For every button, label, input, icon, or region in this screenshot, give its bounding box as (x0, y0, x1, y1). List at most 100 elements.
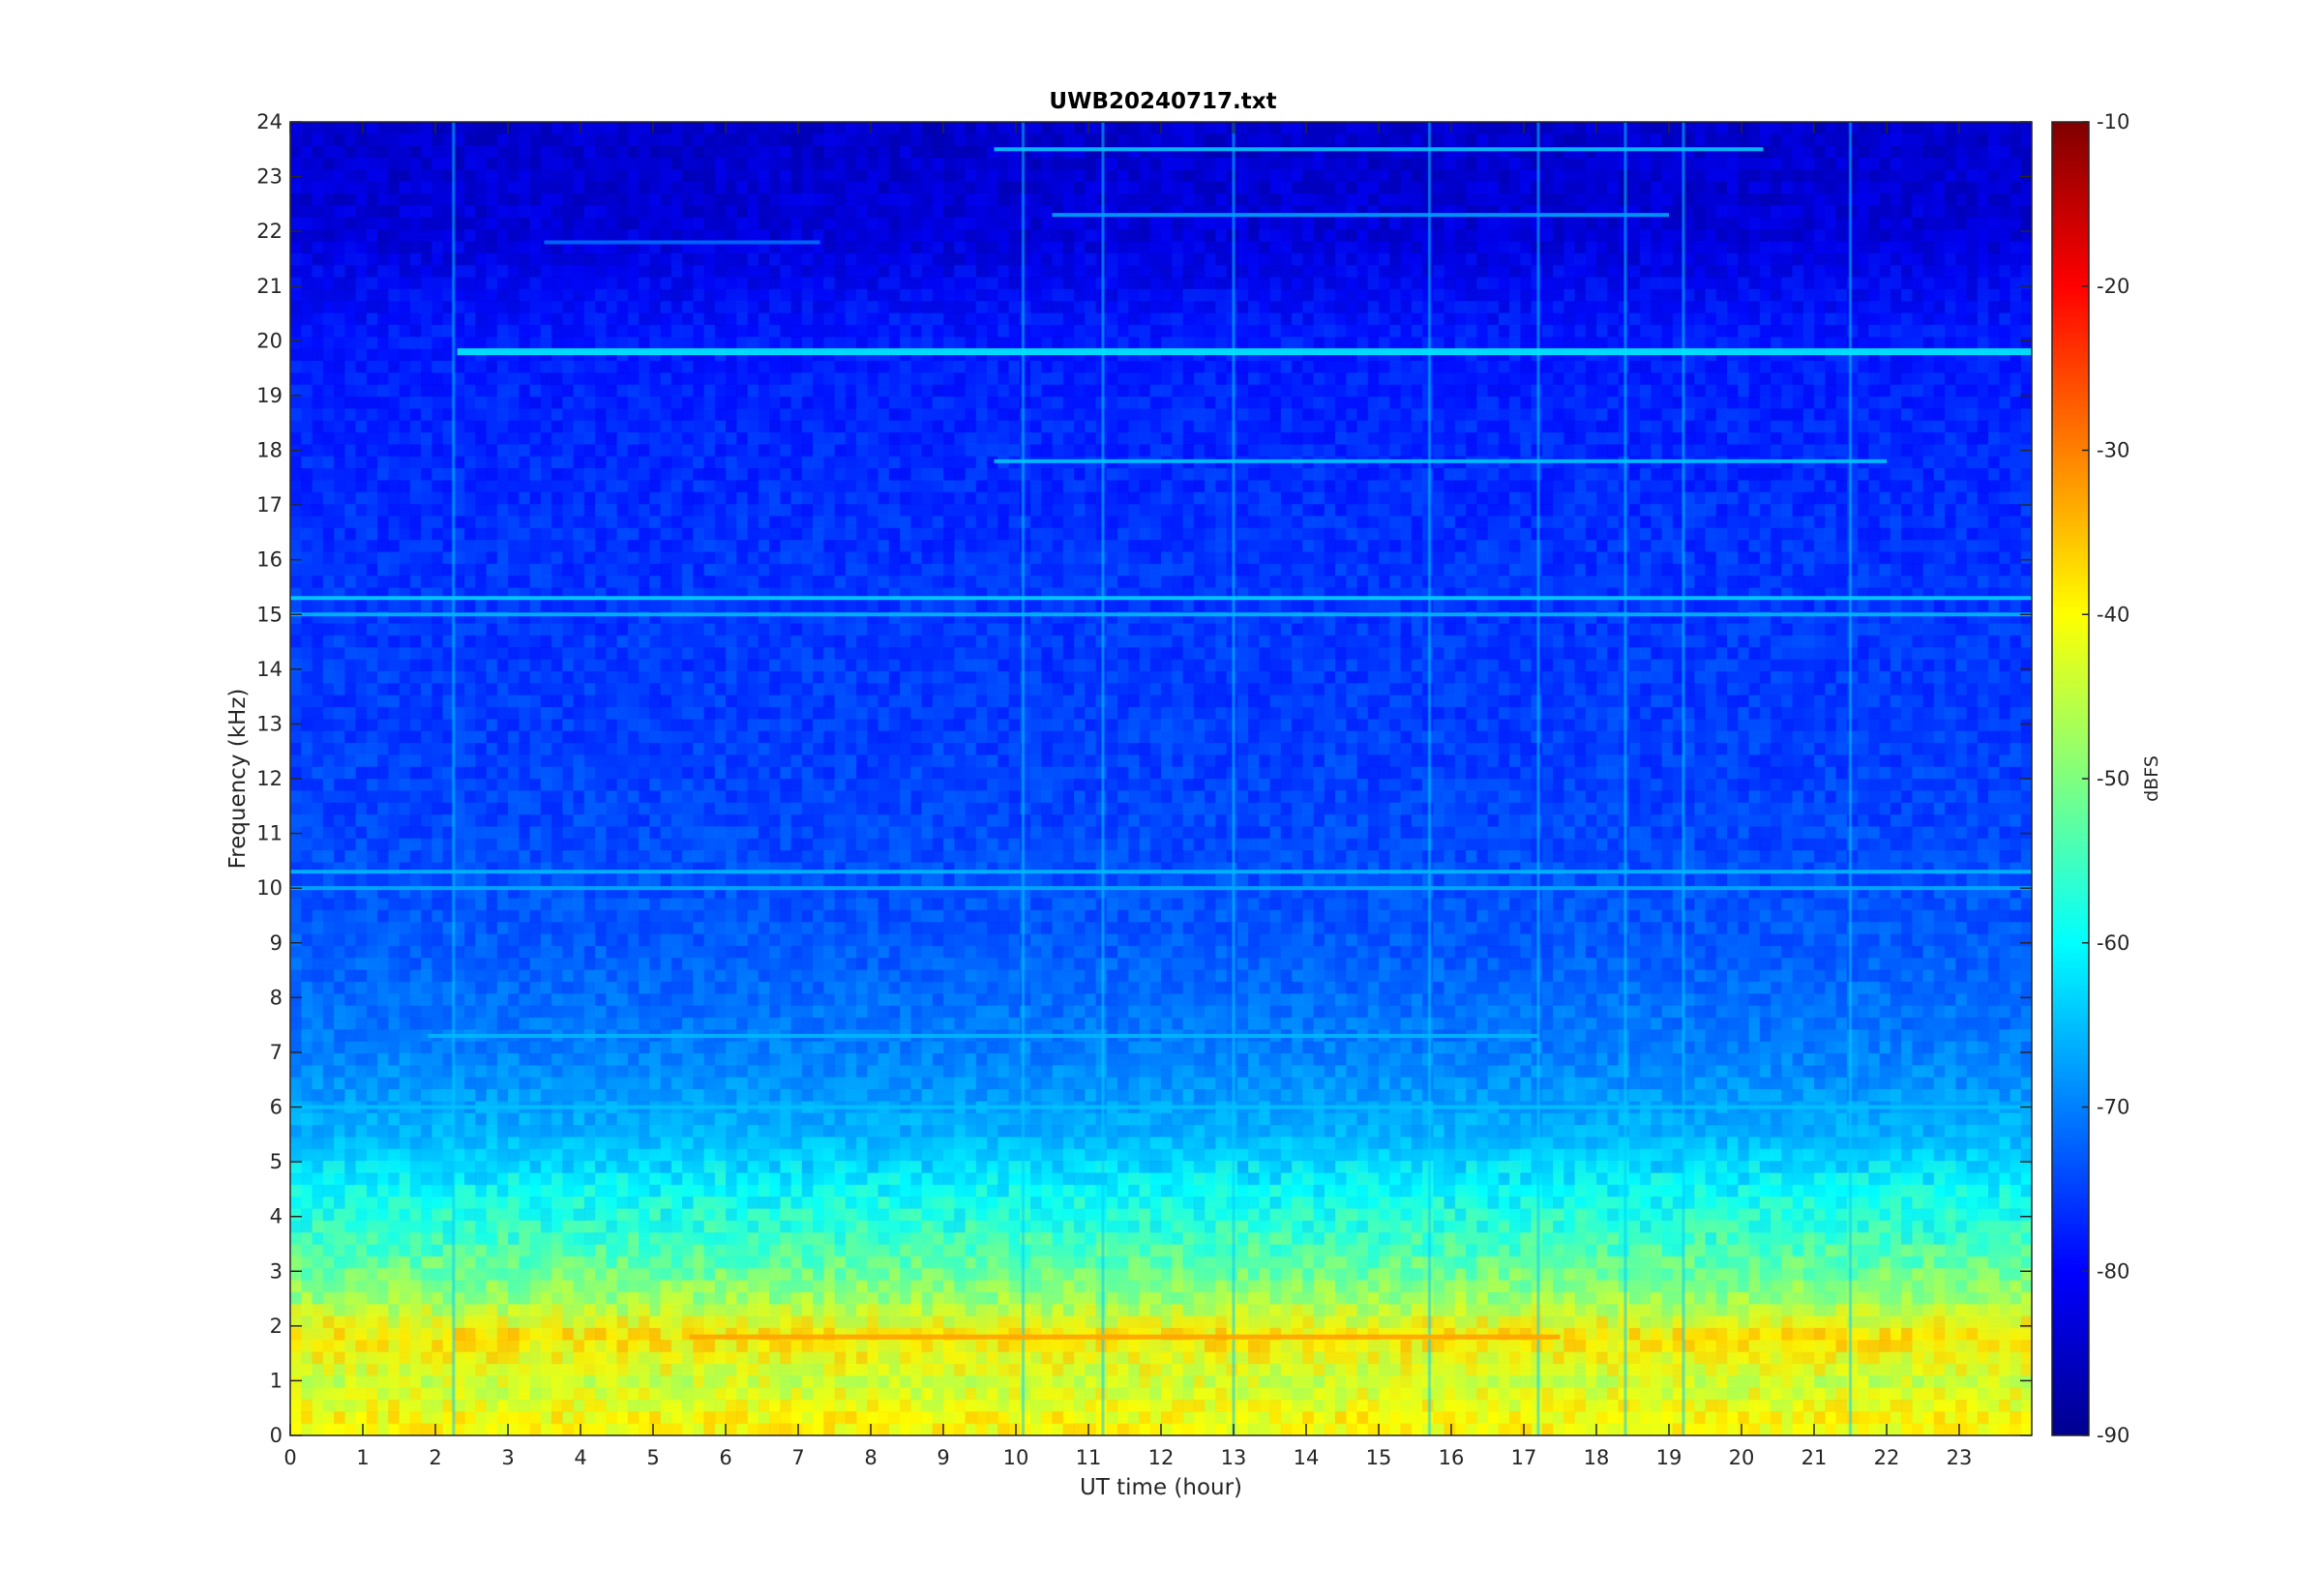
heatmap-cell (1541, 158, 1554, 170)
heatmap-cell (878, 337, 890, 350)
heatmap-cell (693, 420, 705, 433)
heatmap-cell (1858, 384, 1869, 398)
heatmap-cell (1661, 360, 1674, 373)
heatmap-cell (1999, 145, 2011, 159)
heatmap-cell (1248, 312, 1260, 326)
heatmap-cell (649, 372, 662, 386)
heatmap-cell (616, 468, 629, 481)
heatmap-cell (1651, 133, 1663, 147)
heatmap-cell (1628, 277, 1641, 290)
heatmap-cell (1835, 145, 1848, 159)
heatmap-cell (519, 384, 531, 398)
heatmap-cell (290, 337, 302, 350)
heatmap-cell (1498, 312, 1510, 326)
heatmap-cell (583, 133, 596, 147)
heatmap-cell (649, 241, 662, 254)
heatmap-cell (1748, 193, 1761, 207)
heatmap-cell (334, 181, 345, 194)
heatmap-cell (1008, 288, 1021, 302)
heatmap-cell (290, 288, 302, 302)
heatmap-cell (1433, 158, 1445, 170)
heatmap-cell (1139, 324, 1151, 338)
heatmap-cell (1302, 360, 1315, 373)
heatmap-cell (1062, 420, 1075, 433)
heatmap-cell (1008, 337, 1021, 350)
heatmap-cell (1117, 288, 1129, 302)
heatmap-cell (1771, 324, 1782, 338)
heatmap-cell (1074, 408, 1086, 422)
heatmap-cell (867, 456, 879, 469)
heatmap-cell (1596, 217, 1608, 230)
heatmap-cell (758, 468, 770, 481)
heatmap-cell (1651, 444, 1663, 458)
heatmap-cell (508, 408, 520, 422)
heatmap-cell (790, 133, 803, 147)
heatmap-cell (540, 205, 552, 219)
heatmap-cell (529, 312, 542, 326)
heatmap-cell (606, 288, 618, 302)
heatmap-cell (1182, 301, 1195, 314)
heatmap-cell (366, 324, 378, 338)
heatmap-cell (475, 456, 488, 469)
heatmap-cell (301, 456, 313, 469)
heatmap-cell (932, 133, 944, 147)
heatmap-cell (1999, 288, 2011, 302)
heatmap-cell (1106, 468, 1118, 481)
heatmap-cell (312, 229, 324, 243)
heatmap-cell (801, 229, 814, 243)
heatmap-cell (1966, 169, 1979, 183)
heatmap-cell (606, 169, 618, 183)
heatmap-cell (496, 181, 509, 194)
heatmap-cell (1933, 241, 1946, 254)
heatmap-cell (856, 360, 868, 373)
heatmap-cell (301, 324, 313, 338)
heatmap-cell (377, 252, 389, 266)
heatmap-cell (900, 193, 911, 207)
heatmap-cell (290, 480, 302, 493)
heatmap-cell (1498, 181, 1510, 194)
heatmap-cell (1008, 301, 1021, 314)
heatmap-cell (540, 241, 552, 254)
heatmap-cell (987, 372, 998, 386)
heatmap-cell (616, 480, 629, 493)
heatmap-cell (399, 312, 411, 326)
heatmap-cell (1280, 133, 1293, 147)
heatmap-cell (616, 241, 629, 254)
heatmap-cell (1520, 193, 1533, 207)
heatmap-cell (453, 265, 465, 279)
heatmap-cell (845, 384, 857, 398)
heatmap-cell (1781, 468, 1794, 481)
heatmap-cell (475, 301, 488, 314)
heatmap-cell (1607, 396, 1620, 409)
heatmap-cell (1651, 193, 1663, 207)
heatmap-cell (1149, 337, 1162, 350)
heatmap-cell (1955, 312, 1968, 326)
heatmap-cell (1161, 431, 1173, 445)
heatmap-cell (551, 396, 563, 409)
heatmap-cell (421, 468, 432, 481)
heatmap-cell (1466, 360, 1477, 373)
heatmap-cell (377, 408, 389, 422)
heatmap-cell (616, 193, 629, 207)
heatmap-cell (1901, 229, 1913, 243)
heatmap-cell (1966, 252, 1979, 266)
heatmap-cell (1541, 337, 1554, 350)
heatmap-cell (606, 217, 618, 230)
heatmap-cell (1748, 444, 1761, 458)
heatmap-cell (322, 348, 335, 362)
heatmap-cell (1041, 181, 1054, 194)
heatmap-cell (747, 181, 759, 194)
heatmap-cell (508, 158, 520, 170)
heatmap-cell (1727, 158, 1739, 170)
heatmap-cell (1161, 229, 1173, 243)
heatmap-cell (682, 122, 694, 134)
heatmap-cell (1302, 384, 1315, 398)
heatmap-cell (1313, 229, 1325, 243)
heatmap-cell (1280, 277, 1293, 290)
heatmap-cell (1955, 158, 1968, 170)
heatmap-cell (1933, 360, 1946, 373)
heatmap-cell (975, 288, 988, 302)
heatmap-cell (1792, 252, 1804, 266)
heatmap-cell (486, 491, 498, 505)
heatmap-cell (399, 348, 411, 362)
